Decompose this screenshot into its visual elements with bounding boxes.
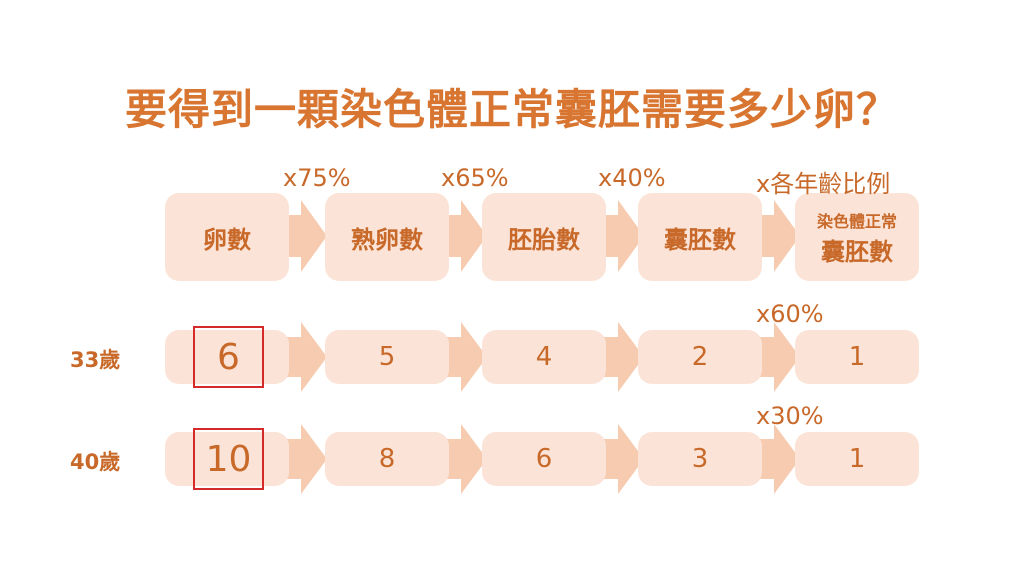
- header-line: 染色體正常: [816, 211, 897, 231]
- highlighted-egg-count: 10: [193, 428, 264, 490]
- page-title: 要得到一顆染色體正常囊胚需要多少卵？: [124, 85, 899, 134]
- arrow-icon: [287, 322, 327, 392]
- value-box: [165, 330, 289, 384]
- header-box: 囊胚數: [638, 193, 762, 281]
- header-line: 囊胚數: [821, 237, 893, 266]
- multiplier-label: x各年齡比例: [756, 170, 891, 198]
- arrow-icon: [760, 424, 800, 494]
- arrow-icon: [287, 424, 327, 494]
- multiplier-label: x75%: [283, 164, 351, 192]
- value-box: 2: [638, 330, 762, 384]
- age-label: 33歲: [70, 348, 121, 372]
- header-box: 熟卵數: [325, 193, 449, 281]
- final-multiplier-label: x30%: [756, 402, 824, 430]
- header-box: 染色體正常 囊胚數: [795, 193, 919, 281]
- age-label: 40歲: [70, 450, 121, 474]
- header-box: 胚胎數: [482, 193, 606, 281]
- value-box: 4: [482, 330, 606, 384]
- value-box: [165, 432, 289, 486]
- value-box: 5: [325, 330, 449, 384]
- arrow-icon: [447, 322, 487, 392]
- value-box: 6: [482, 432, 606, 486]
- value-box: 1: [795, 330, 919, 384]
- value-box: 3: [638, 432, 762, 486]
- arrow-icon: [447, 424, 487, 494]
- value-box: 8: [325, 432, 449, 486]
- header-box: 卵數: [165, 193, 289, 281]
- value-box: 1: [795, 432, 919, 486]
- final-multiplier-label: x60%: [756, 300, 824, 328]
- arrow-icon: [760, 200, 800, 272]
- highlighted-egg-count: 6: [193, 326, 264, 388]
- multiplier-label: x40%: [598, 164, 666, 192]
- arrow-icon: [287, 200, 327, 272]
- arrow-icon: [447, 200, 487, 272]
- arrow-icon: [760, 322, 800, 392]
- multiplier-label: x65%: [441, 164, 509, 192]
